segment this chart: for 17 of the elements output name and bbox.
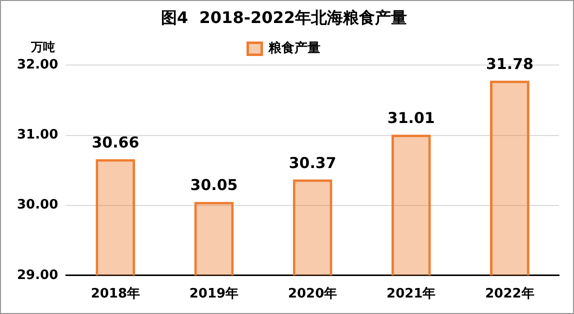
y-tick-label: 32.00 [16,58,58,73]
legend-label: 粮食产量 [267,40,320,56]
data-label: 30.05 [190,176,238,194]
y-tick-label: 30.00 [16,198,58,213]
y-tick-label: 31.00 [16,128,58,143]
x-tick-label: 2022年 [485,286,534,302]
x-tick-label: 2021年 [386,286,436,302]
data-label: 31.01 [387,108,435,127]
chart-title: 图4 2018-2022年北海粮食产量 [161,8,407,27]
x-tick-label: 2020年 [288,286,338,302]
data-label: 31.78 [486,55,534,74]
y-tick-label: 29.00 [16,268,58,283]
data-label: 30.37 [288,154,336,172]
data-label: 30.66 [92,133,140,152]
x-tick-label: 2019年 [189,286,239,302]
y-axis-title: 万吨 [30,40,55,54]
x-tick-label: 2018年 [90,286,140,302]
